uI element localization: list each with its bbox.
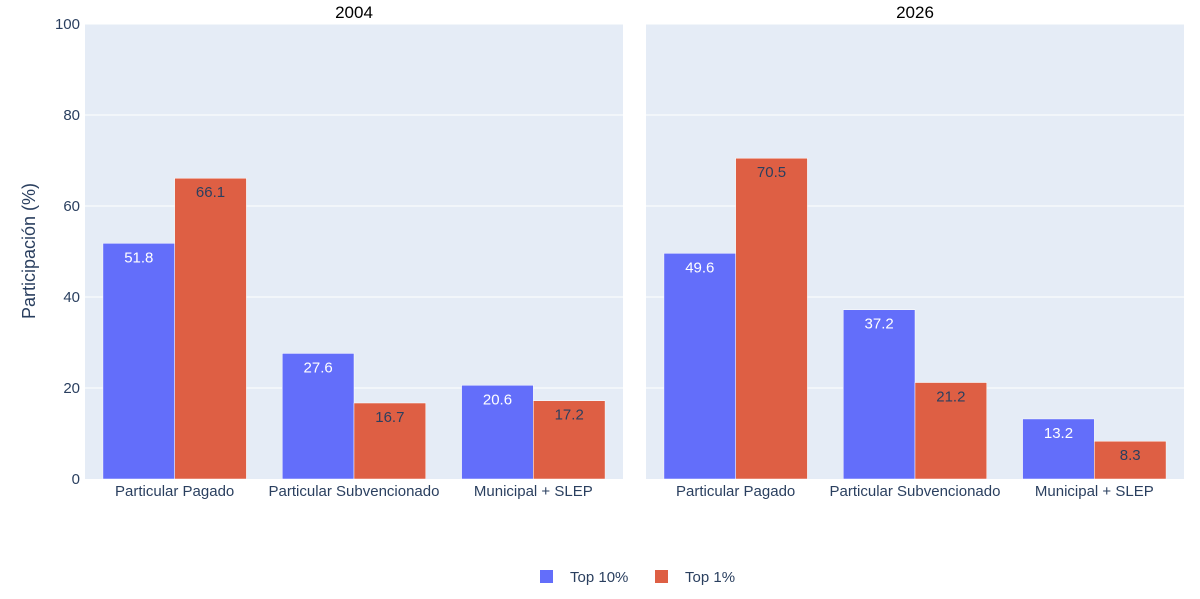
y-axis-label: Participación (%) bbox=[19, 183, 39, 319]
legend-swatch-top10 bbox=[540, 570, 553, 583]
legend-item-top1[interactable]: Top 1% bbox=[655, 569, 735, 586]
legend: Top 10% Top 1% bbox=[540, 569, 735, 586]
data-label: 13.2 bbox=[1044, 425, 1073, 442]
legend-swatch-top1 bbox=[655, 570, 668, 583]
y-tick-label: 80 bbox=[63, 107, 80, 124]
x-tick-label: Particular Pagado bbox=[115, 483, 234, 500]
x-tick-label: Particular Pagado bbox=[676, 483, 795, 500]
subplot-2026: 2026 Particular Pagado 49.6 70.5 Particular … bbox=[646, 3, 1184, 500]
bar-top1[interactable] bbox=[174, 177, 247, 480]
data-label: 49.6 bbox=[685, 259, 714, 276]
legend-item-top10[interactable]: Top 10% bbox=[540, 569, 628, 586]
subplot-title: 2004 bbox=[335, 3, 373, 22]
data-label: 37.2 bbox=[865, 316, 894, 333]
subplot-title: 2026 bbox=[896, 3, 934, 22]
bar-top1[interactable] bbox=[1094, 440, 1167, 480]
data-label: 51.8 bbox=[124, 249, 153, 266]
bar-top1[interactable] bbox=[353, 402, 426, 480]
y-tick-label: 100 bbox=[55, 16, 80, 33]
bar-top10[interactable] bbox=[102, 243, 175, 480]
x-tick-label: Municipal + SLEP bbox=[474, 483, 593, 500]
bar-top10[interactable] bbox=[843, 309, 916, 480]
bar-top10[interactable] bbox=[461, 385, 534, 480]
x-tick-label: Particular Subvencionado bbox=[830, 483, 1001, 500]
data-label: 16.7 bbox=[375, 409, 404, 426]
y-tick-label: 60 bbox=[63, 198, 80, 215]
bar-top1[interactable] bbox=[735, 157, 808, 480]
bar-top10[interactable] bbox=[1022, 418, 1095, 480]
legend-label-top1: Top 1% bbox=[685, 569, 735, 586]
x-tick-label: Particular Subvencionado bbox=[269, 483, 440, 500]
data-label: 70.5 bbox=[757, 164, 786, 181]
y-tick-label: 0 bbox=[72, 471, 80, 488]
subplot-2004: 0 20 40 60 80 100 2004 Particular Pagado 51.8 66.… bbox=[55, 3, 623, 500]
data-label: 27.6 bbox=[304, 359, 333, 376]
data-label: 66.1 bbox=[196, 184, 225, 201]
data-label: 8.3 bbox=[1120, 447, 1141, 464]
data-label: 20.6 bbox=[483, 391, 512, 408]
data-label: 21.2 bbox=[936, 389, 965, 406]
bar-top1[interactable] bbox=[533, 400, 606, 480]
x-tick-label: Municipal + SLEP bbox=[1035, 483, 1154, 500]
bar-top1[interactable] bbox=[914, 382, 987, 480]
y-tick-label: 40 bbox=[63, 289, 80, 306]
data-label: 17.2 bbox=[555, 407, 584, 424]
bar-top10[interactable] bbox=[663, 253, 736, 480]
y-tick-label: 20 bbox=[63, 380, 80, 397]
bar-top10[interactable] bbox=[282, 353, 355, 480]
legend-label-top10: Top 10% bbox=[570, 569, 628, 586]
